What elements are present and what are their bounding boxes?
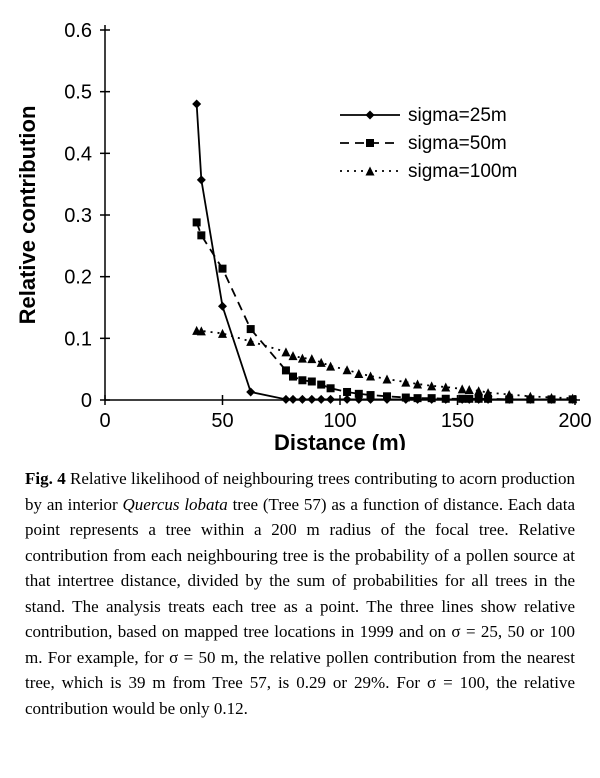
chart-container: 0 0.1 0.2 0.3 0.4 0.5 0.6 0 50 100 150 200 Distance …: [0, 0, 600, 450]
figure-label: Fig. 4: [25, 469, 66, 488]
caption-part2: tree (Tree 57) as a function of distance…: [25, 495, 575, 718]
svg-text:sigma=50m: sigma=50m: [408, 133, 507, 154]
species-name: Quercus lobata: [123, 495, 228, 514]
svg-text:0.2: 0.2: [64, 267, 92, 289]
svg-text:Distance (m): Distance (m): [274, 430, 406, 450]
svg-text:0.4: 0.4: [64, 143, 92, 165]
svg-text:sigma=100m: sigma=100m: [408, 161, 517, 182]
svg-text:0.6: 0.6: [64, 20, 92, 42]
svg-text:sigma=25m: sigma=25m: [408, 105, 507, 126]
svg-text:Relative contribution: Relative contribution: [15, 106, 40, 325]
svg-text:0.3: 0.3: [64, 205, 92, 227]
svg-text:0.5: 0.5: [64, 82, 92, 104]
svg-text:100: 100: [323, 410, 356, 432]
figure-caption: Fig. 4 Relative likelihood of neighbouri…: [25, 466, 575, 721]
svg-text:0: 0: [81, 390, 92, 412]
svg-text:200: 200: [558, 410, 591, 432]
svg-text:0.1: 0.1: [64, 328, 92, 350]
svg-text:150: 150: [441, 410, 474, 432]
svg-text:50: 50: [211, 410, 233, 432]
chart-svg: 0 0.1 0.2 0.3 0.4 0.5 0.6 0 50 100 150 200 Distance …: [0, 0, 600, 450]
svg-text:0: 0: [99, 410, 110, 432]
